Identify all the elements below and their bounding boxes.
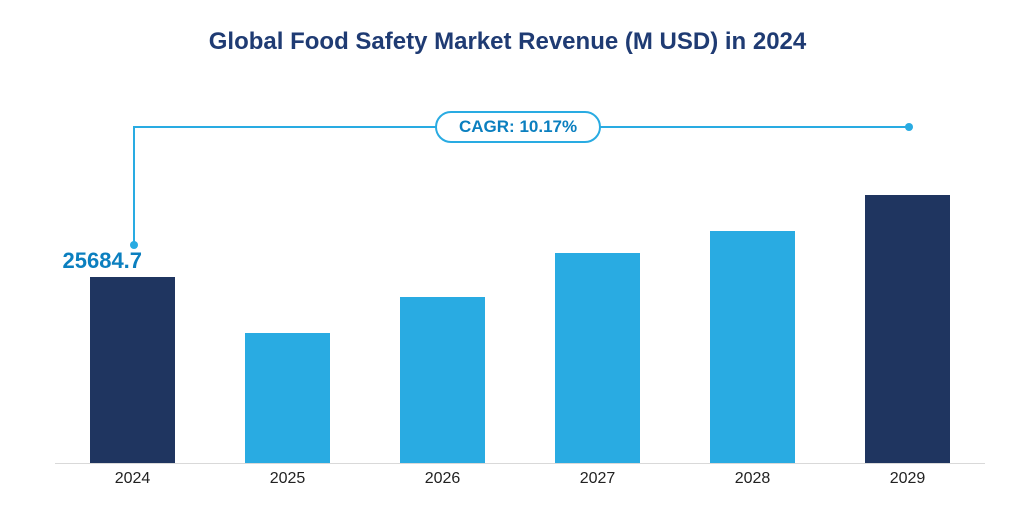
chart-area: CAGR: 10.17% 25684.7 2024202520262027202…: [55, 120, 985, 494]
bar-2029: [865, 195, 950, 463]
x-label: 2027: [520, 470, 675, 488]
first-bar-value-label: 25684.7: [63, 248, 183, 274]
bar-2025: [245, 333, 330, 463]
plot-area: [55, 160, 985, 464]
x-label: 2028: [675, 470, 830, 488]
cagr-dot-right: [905, 123, 913, 131]
x-label: 2029: [830, 470, 985, 488]
chart-title: Global Food Safety Market Revenue (M USD…: [0, 0, 1015, 56]
x-label: 2024: [55, 470, 210, 488]
cagr-drop-left: [133, 126, 135, 244]
cagr-badge: CAGR: 10.17%: [435, 111, 601, 143]
bar-2024: [90, 277, 175, 463]
bar-2028: [710, 231, 795, 463]
x-label: 2026: [365, 470, 520, 488]
x-axis-labels: 202420252026202720282029: [55, 464, 985, 494]
x-label: 2025: [210, 470, 365, 488]
bar-2026: [400, 297, 485, 463]
bar-2027: [555, 253, 640, 463]
